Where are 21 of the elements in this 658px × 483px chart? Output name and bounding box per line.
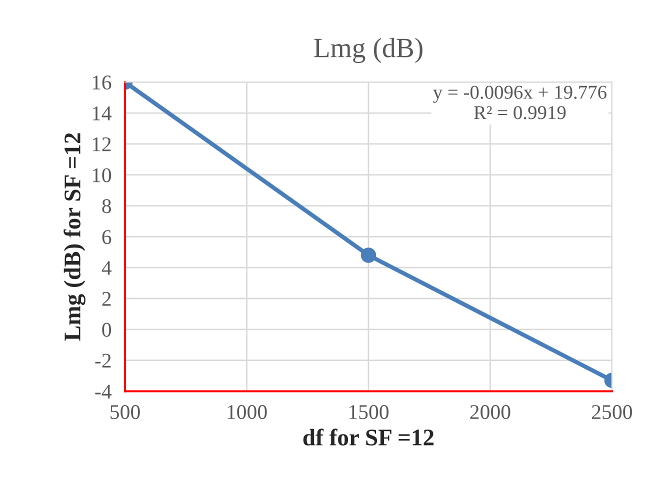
x-axis-title: df for SF =12 [303, 428, 434, 446]
y-tick-label: 6 [102, 230, 112, 244]
annotation: R² = 0.9919 [474, 106, 566, 120]
y-tick-label: 8 [102, 199, 112, 214]
y-tick-label: 0 [102, 322, 112, 337]
y-tick-label: -2 [95, 354, 111, 368]
chart-title: Lmg (dB) [314, 38, 422, 64]
y-tick-label: 16 [92, 76, 112, 90]
y-tick-label: 4 [102, 261, 112, 275]
y-axis-title: Lmg (dB) for SF =12 [64, 133, 86, 341]
x-tick-label: 2500 [592, 405, 632, 420]
y-tick-label: 12 [92, 137, 111, 152]
y-tick-label: 2 [102, 292, 111, 306]
x-tick-label: 2000 [470, 405, 510, 420]
y-tick-label: 14 [92, 106, 112, 120]
y-tick-label: -4 [95, 384, 112, 398]
x-tick-label: 1000 [228, 405, 267, 420]
y-tick-label: 10 [92, 168, 112, 182]
annotation: y = -0.0096x + 19.776 [433, 86, 606, 103]
x-tick-label: 500 [110, 405, 140, 420]
x-tick-label: 1500 [349, 405, 389, 420]
